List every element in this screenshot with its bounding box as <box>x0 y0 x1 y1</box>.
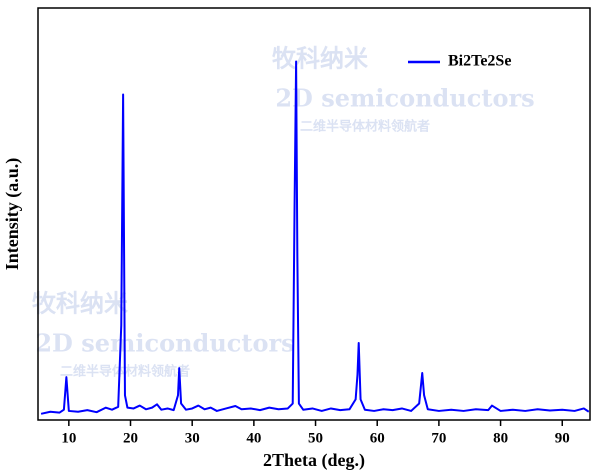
plot-frame <box>37 7 591 421</box>
watermark: 二维半导体材料领航者 <box>300 119 430 135</box>
watermark: 2D semiconductors <box>35 329 294 358</box>
y-axis-label: Intensity (a.u.) <box>2 158 23 271</box>
legend-label: Bi2Te2Se <box>448 53 511 70</box>
x-tick-label: 60 <box>370 430 385 446</box>
x-tick-label: 90 <box>555 430 570 446</box>
x-tick-label: 20 <box>123 430 138 446</box>
x-tick-label: 40 <box>246 430 261 446</box>
x-tick-label: 70 <box>431 430 446 446</box>
x-axis-label: 2Theta (deg.) <box>263 450 365 471</box>
watermark: 牧科纳米 <box>32 289 128 318</box>
x-tick-label: 50 <box>308 430 323 446</box>
watermark: 牧科纳米 <box>272 44 368 73</box>
x-tick-label: 80 <box>493 430 508 446</box>
data-line <box>40 60 590 415</box>
x-tick-label: 30 <box>185 430 200 446</box>
watermark: 2D semiconductors <box>275 84 534 113</box>
x-tick-label: 10 <box>61 430 76 446</box>
